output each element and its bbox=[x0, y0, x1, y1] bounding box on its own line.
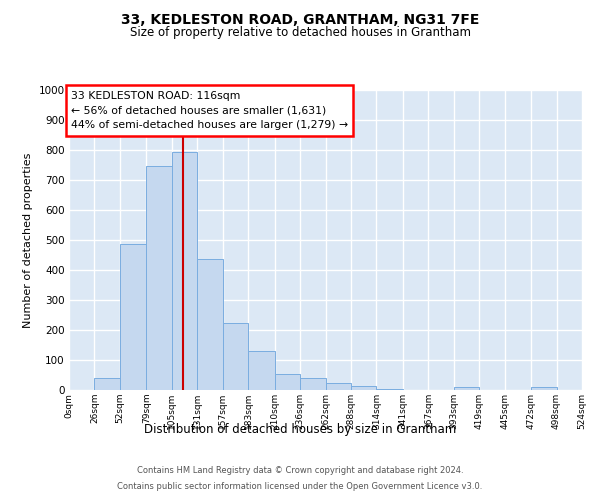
Bar bbox=[146, 166, 172, 390]
Bar bbox=[94, 378, 120, 390]
Text: Distribution of detached houses by size in Grantham: Distribution of detached houses by size … bbox=[144, 422, 456, 436]
Text: 33 KEDLESTON ROAD: 116sqm
← 56% of detached houses are smaller (1,631)
44% of se: 33 KEDLESTON ROAD: 116sqm ← 56% of detac… bbox=[71, 90, 348, 130]
Bar bbox=[325, 382, 351, 390]
Bar bbox=[275, 374, 300, 390]
Bar bbox=[223, 324, 248, 390]
Text: Size of property relative to detached houses in Grantham: Size of property relative to detached ho… bbox=[130, 26, 470, 39]
Bar bbox=[300, 378, 325, 390]
Bar bbox=[454, 387, 479, 390]
Y-axis label: Number of detached properties: Number of detached properties bbox=[23, 152, 33, 328]
Bar bbox=[248, 351, 275, 390]
Text: 33, KEDLESTON ROAD, GRANTHAM, NG31 7FE: 33, KEDLESTON ROAD, GRANTHAM, NG31 7FE bbox=[121, 12, 479, 26]
Text: Contains public sector information licensed under the Open Government Licence v3: Contains public sector information licen… bbox=[118, 482, 482, 491]
Bar bbox=[531, 387, 557, 390]
Text: Contains HM Land Registry data © Crown copyright and database right 2024.: Contains HM Land Registry data © Crown c… bbox=[137, 466, 463, 475]
Bar bbox=[376, 388, 403, 390]
Bar bbox=[172, 152, 197, 390]
Bar bbox=[351, 386, 376, 390]
Bar bbox=[197, 259, 223, 390]
Bar bbox=[120, 244, 146, 390]
